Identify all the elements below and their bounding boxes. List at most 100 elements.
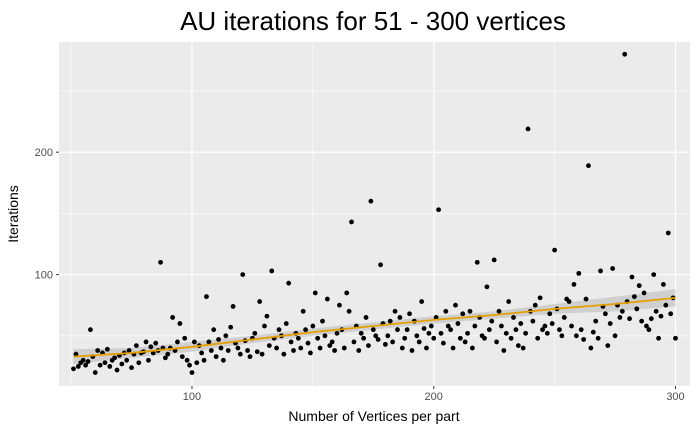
data-point <box>201 357 207 363</box>
data-point <box>549 321 555 326</box>
data-point <box>305 340 311 346</box>
data-point <box>199 350 205 356</box>
data-point <box>334 330 340 336</box>
data-point <box>515 343 521 349</box>
data-point <box>496 308 502 314</box>
data-point <box>581 337 587 342</box>
data-point <box>634 306 640 312</box>
data-point <box>566 299 572 304</box>
data-point <box>426 330 432 336</box>
data-point <box>119 361 125 367</box>
data-point <box>189 370 195 375</box>
data-point <box>455 321 461 326</box>
y-tick-label: 200 <box>35 147 53 159</box>
data-point <box>75 364 81 369</box>
data-point <box>392 308 398 314</box>
data-point <box>286 280 292 286</box>
data-point <box>467 308 473 314</box>
x-tick-label: 200 <box>425 391 443 403</box>
data-point <box>220 357 226 363</box>
data-point <box>559 333 565 339</box>
data-point <box>648 316 654 322</box>
data-point <box>482 335 487 341</box>
data-point <box>315 335 321 341</box>
data-point <box>129 365 134 371</box>
data-point <box>276 327 282 333</box>
data-point <box>457 335 463 341</box>
data-point <box>552 247 558 253</box>
data-point <box>148 344 154 350</box>
data-point <box>295 335 301 341</box>
data-point <box>88 327 93 333</box>
data-point <box>254 349 260 355</box>
data-point <box>661 281 666 287</box>
data-point <box>525 126 531 132</box>
data-point <box>308 350 313 356</box>
smooth-line <box>73 296 676 358</box>
data-point <box>92 370 98 375</box>
data-point <box>370 327 376 333</box>
data-point <box>486 327 492 333</box>
data-point <box>663 302 669 308</box>
data-point <box>547 311 553 317</box>
data-point <box>578 327 584 333</box>
data-point <box>73 351 79 357</box>
data-point <box>605 343 611 349</box>
data-point <box>668 311 674 317</box>
data-point <box>390 339 396 345</box>
data-point <box>571 281 577 287</box>
data-point <box>586 163 591 169</box>
data-point <box>658 313 664 319</box>
data-point <box>501 348 507 353</box>
data-point <box>366 343 371 349</box>
data-point <box>424 345 429 351</box>
data-point <box>561 315 567 320</box>
data-point <box>595 335 601 341</box>
data-point <box>653 308 659 314</box>
data-point <box>673 335 678 341</box>
data-point <box>245 348 250 353</box>
data-point <box>187 362 192 368</box>
data-point <box>530 318 536 324</box>
data-point <box>494 339 499 345</box>
data-point <box>344 290 350 296</box>
data-point <box>474 259 480 265</box>
data-point <box>283 321 289 326</box>
x-axis-label: Number of Vertices per part <box>288 408 459 424</box>
data-point <box>337 302 342 308</box>
data-point <box>378 262 383 268</box>
data-point <box>588 345 594 351</box>
data-point <box>610 266 616 271</box>
data-point <box>324 296 330 302</box>
data-point <box>542 323 548 329</box>
data-point <box>544 330 550 336</box>
data-point <box>636 283 642 289</box>
data-point <box>397 315 403 320</box>
data-point <box>358 330 364 336</box>
data-point <box>83 362 88 368</box>
data-point <box>470 345 475 351</box>
data-point <box>252 330 258 336</box>
data-point <box>573 333 579 339</box>
data-point <box>262 323 267 329</box>
data-point <box>225 348 231 353</box>
data-point <box>216 337 221 342</box>
data-point <box>445 323 451 329</box>
data-point <box>590 329 596 335</box>
data-point <box>537 295 543 301</box>
data-point <box>71 366 76 372</box>
data-point <box>428 323 434 329</box>
data-point <box>576 270 582 276</box>
data-point <box>622 51 628 57</box>
data-point <box>523 330 529 336</box>
data-point <box>211 327 217 333</box>
data-point <box>644 323 649 329</box>
data-point <box>320 318 325 324</box>
data-point <box>213 354 219 360</box>
data-point <box>264 313 270 319</box>
data-point <box>266 343 272 349</box>
data-point <box>598 268 603 274</box>
data-point <box>230 304 236 309</box>
data-point <box>665 230 671 236</box>
data-point <box>95 348 101 353</box>
